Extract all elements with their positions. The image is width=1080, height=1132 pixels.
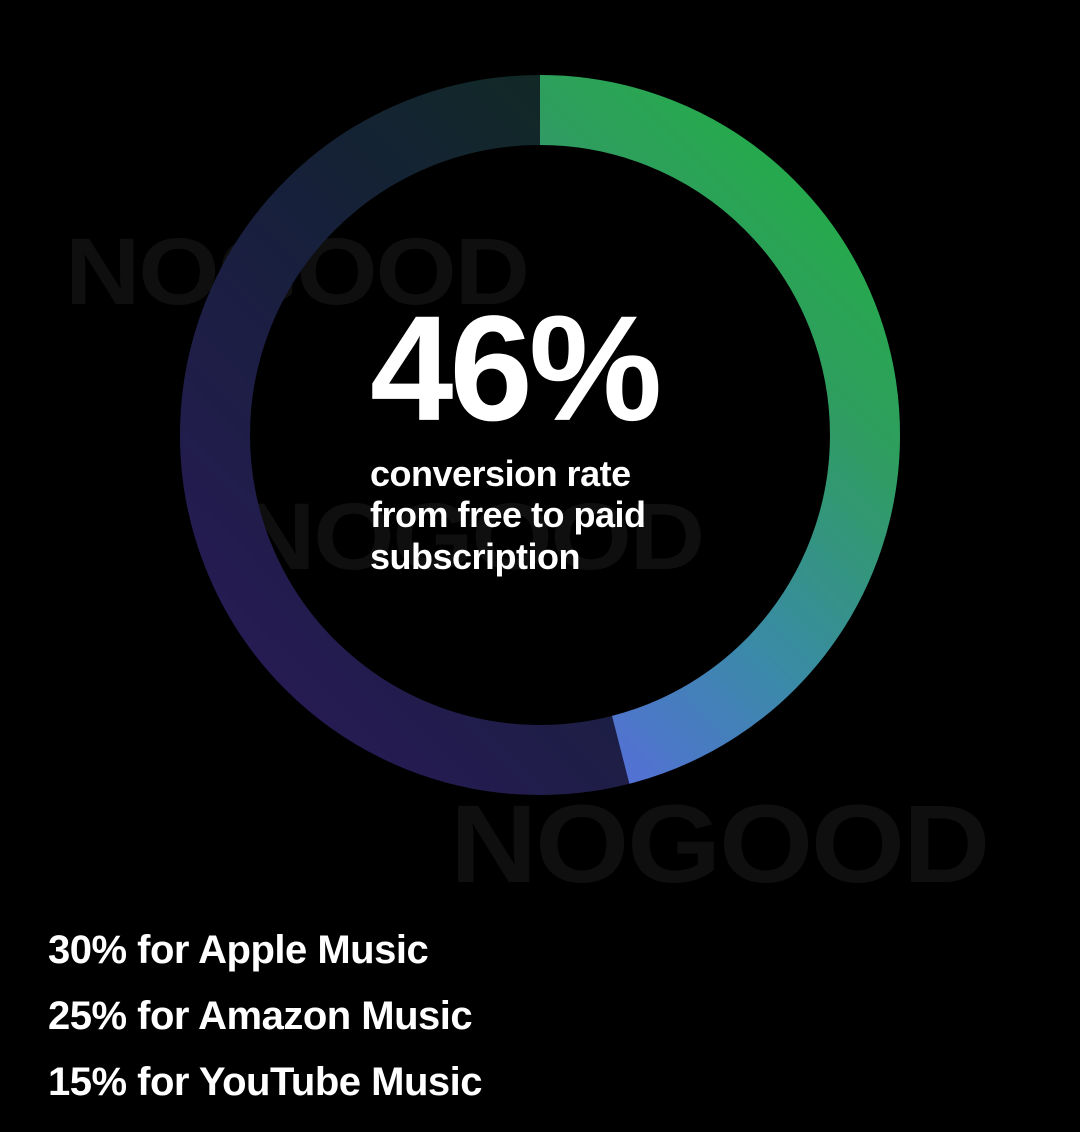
donut-center-content: 46% conversion rate from free to paid su… [370, 293, 710, 577]
main-percent-value: 46% [370, 293, 710, 443]
watermark-text: NOGOOD [450, 790, 988, 900]
main-percent-description: conversion rate from free to paid subscr… [370, 453, 710, 577]
comparison-item: 30% for Apple Music [48, 930, 482, 970]
comparison-item: 15% for YouTube Music [48, 1062, 482, 1102]
donut-chart: 46% conversion rate from free to paid su… [180, 75, 900, 795]
comparison-item: 25% for Amazon Music [48, 996, 482, 1036]
comparison-list: 30% for Apple Music 25% for Amazon Music… [48, 930, 482, 1128]
